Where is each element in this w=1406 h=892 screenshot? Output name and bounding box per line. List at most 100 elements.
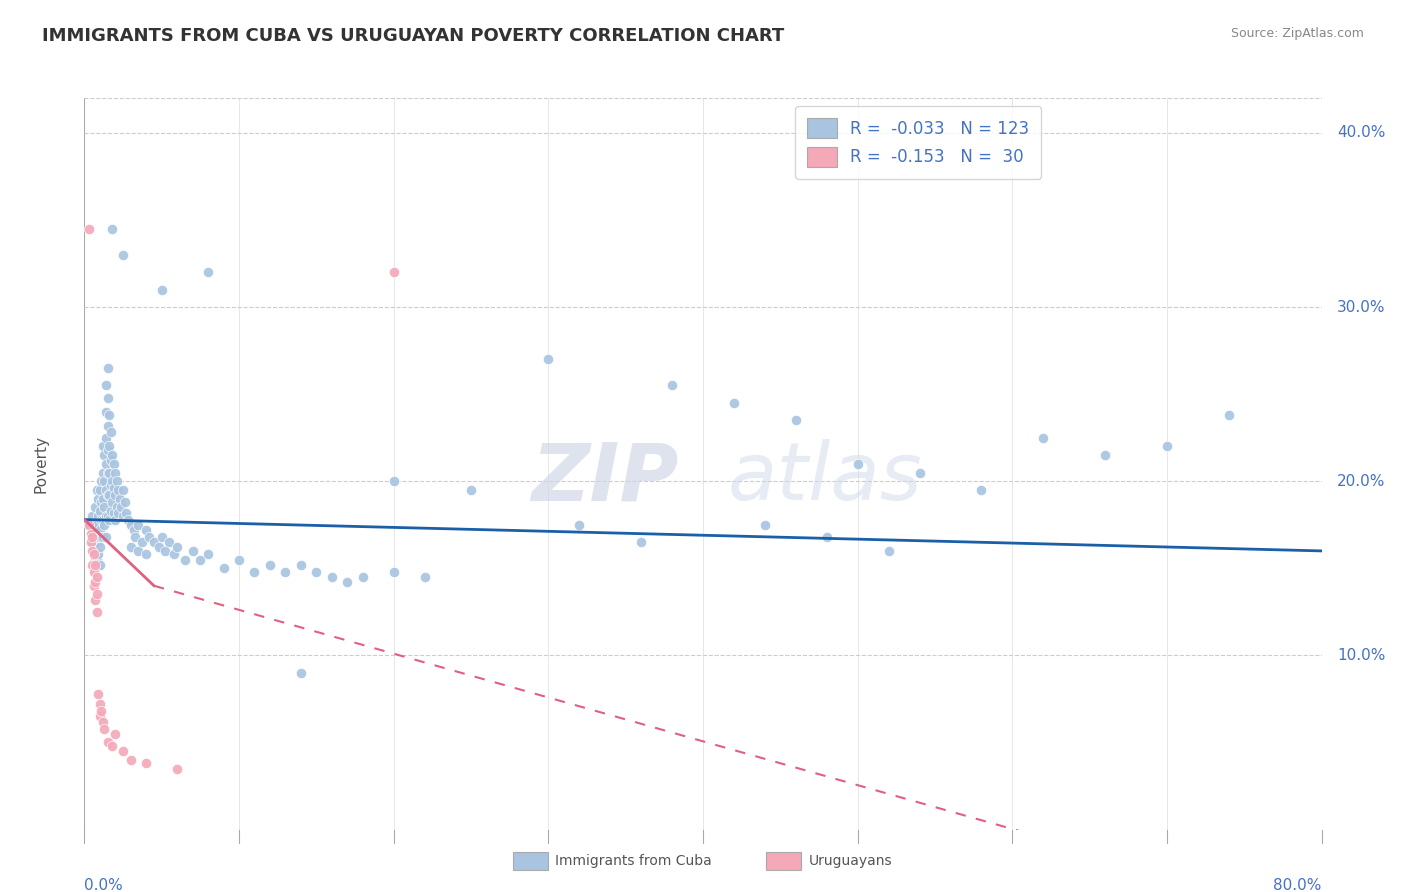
Point xyxy=(110,500,132,515)
Point xyxy=(87,687,110,701)
Point xyxy=(1094,448,1116,462)
Point xyxy=(89,709,111,723)
Point xyxy=(96,735,118,749)
Point xyxy=(212,561,235,575)
Point xyxy=(83,544,105,558)
Point xyxy=(101,495,124,509)
Point xyxy=(122,523,145,537)
Point xyxy=(93,722,115,736)
Point xyxy=(105,500,128,515)
Point xyxy=(174,552,197,566)
Point xyxy=(93,500,115,515)
Point xyxy=(84,552,107,566)
Point xyxy=(117,512,139,526)
Point xyxy=(90,512,112,526)
Point xyxy=(352,570,374,584)
Text: IMMIGRANTS FROM CUBA VS URUGUAYAN POVERTY CORRELATION CHART: IMMIGRANTS FROM CUBA VS URUGUAYAN POVERT… xyxy=(42,27,785,45)
Point xyxy=(150,530,173,544)
Point xyxy=(90,704,112,718)
Point xyxy=(166,762,188,776)
Point xyxy=(91,466,114,480)
Point xyxy=(107,506,129,520)
Point xyxy=(630,535,652,549)
Point xyxy=(94,509,117,524)
Point xyxy=(107,483,129,497)
Point xyxy=(86,517,108,532)
Point xyxy=(83,548,105,562)
Point xyxy=(94,457,117,471)
Point xyxy=(138,530,160,544)
Point xyxy=(413,570,436,584)
Point xyxy=(90,475,112,489)
Point xyxy=(815,530,838,544)
Point xyxy=(91,491,114,506)
Point xyxy=(89,697,111,711)
Point xyxy=(908,466,931,480)
Point xyxy=(104,488,127,502)
Point xyxy=(228,552,250,566)
Point xyxy=(382,265,405,279)
Point xyxy=(82,558,104,572)
Point xyxy=(181,544,204,558)
Point xyxy=(101,475,124,489)
Point xyxy=(77,221,100,235)
Point xyxy=(77,517,100,532)
Point xyxy=(100,425,122,440)
Point xyxy=(90,495,112,509)
Point xyxy=(105,475,128,489)
Point xyxy=(188,552,211,566)
Point xyxy=(336,575,359,590)
Point xyxy=(79,535,101,549)
Point xyxy=(94,404,117,418)
Point xyxy=(98,488,121,502)
Point xyxy=(96,361,118,376)
Point xyxy=(83,517,105,532)
Point xyxy=(87,530,110,544)
Text: 40.0%: 40.0% xyxy=(1337,126,1385,140)
Point xyxy=(568,517,591,532)
Point xyxy=(101,448,124,462)
Point xyxy=(197,548,219,562)
Point xyxy=(79,526,101,541)
Point xyxy=(290,558,312,572)
Point xyxy=(93,448,115,462)
Point xyxy=(86,587,108,601)
Text: Immigrants from Cuba: Immigrants from Cuba xyxy=(555,854,711,868)
Text: ZIP: ZIP xyxy=(531,440,678,517)
Text: 80.0%: 80.0% xyxy=(1274,879,1322,892)
Point xyxy=(143,535,166,549)
Point xyxy=(100,477,122,491)
Point xyxy=(94,483,117,497)
Point xyxy=(120,541,142,555)
Text: 30.0%: 30.0% xyxy=(1337,300,1385,315)
Point xyxy=(86,570,108,584)
Point xyxy=(84,592,107,607)
Point xyxy=(1218,408,1240,422)
Point xyxy=(159,535,180,549)
Point xyxy=(89,558,111,572)
Point xyxy=(91,530,114,544)
Point xyxy=(94,530,117,544)
Point xyxy=(87,491,110,506)
Point xyxy=(89,504,111,518)
Point xyxy=(84,558,107,572)
Point xyxy=(127,517,149,532)
Point xyxy=(96,391,118,405)
Point xyxy=(103,457,125,471)
Point xyxy=(163,548,186,562)
Point xyxy=(103,481,125,495)
Point xyxy=(1032,431,1054,445)
Point xyxy=(98,439,121,453)
Text: 20.0%: 20.0% xyxy=(1337,474,1385,489)
Point xyxy=(87,509,110,524)
Point xyxy=(290,665,312,680)
Text: Uruguayans: Uruguayans xyxy=(808,854,891,868)
Point xyxy=(153,544,176,558)
Point xyxy=(82,530,104,544)
Point xyxy=(112,509,135,524)
Point xyxy=(166,541,188,555)
Point xyxy=(115,506,138,520)
Point xyxy=(970,483,993,497)
Point xyxy=(87,548,110,562)
Point xyxy=(84,500,107,515)
